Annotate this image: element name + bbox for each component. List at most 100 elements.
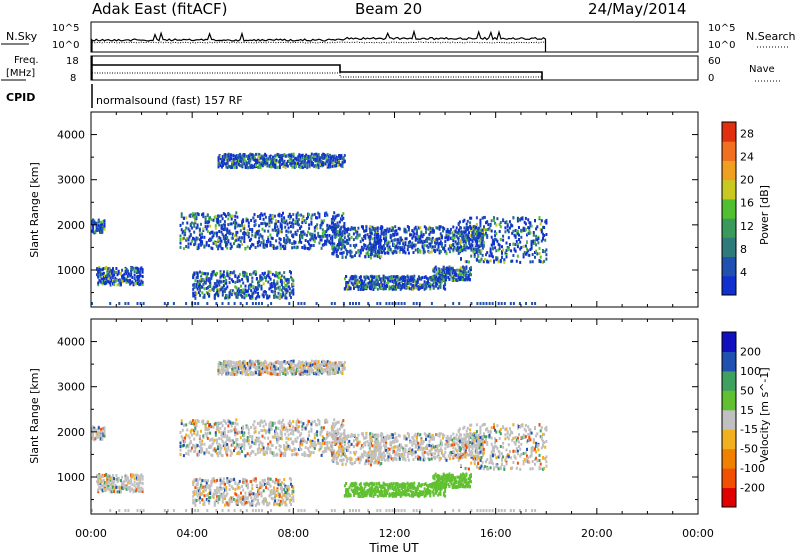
echo-cell [209, 278, 212, 282]
echo-cell [304, 453, 307, 457]
echo-cell [460, 267, 463, 271]
echo-cell [226, 154, 229, 158]
echo-cell [376, 235, 378, 239]
echo-cell [243, 431, 246, 435]
echo-cell [438, 249, 441, 253]
echo-cell [227, 217, 230, 221]
echo-cell [452, 243, 455, 246]
echo-cell [378, 245, 381, 249]
echo-cell [395, 229, 398, 233]
echo-cell [139, 474, 142, 478]
echo-cell [412, 277, 415, 281]
echo-cell [237, 275, 240, 278]
echo-cell [379, 285, 382, 289]
echo-cell [293, 245, 296, 249]
echo-cell [539, 260, 542, 264]
echo-cell [279, 247, 282, 250]
echo-cell [432, 286, 435, 290]
echo-cell [240, 290, 242, 294]
echo-cell [336, 428, 339, 432]
echo-cell [320, 238, 323, 242]
nsky-label: N.Sky [6, 30, 38, 43]
echo-cell [363, 275, 366, 279]
echo-cell [217, 165, 220, 169]
echo-cell [251, 153, 254, 157]
echo-cell [280, 157, 283, 161]
echo-cell [200, 242, 202, 246]
echo-cell [374, 246, 377, 250]
echo-cell [244, 284, 247, 288]
echo-cell [334, 215, 337, 219]
echo-cell [125, 477, 128, 480]
echo-cell [303, 439, 306, 443]
echo-cell [205, 450, 208, 454]
echo-cell [306, 163, 309, 167]
echo-cell [207, 292, 209, 296]
echo-cell [206, 229, 209, 233]
echo-cell [475, 223, 478, 226]
echo-cell [478, 236, 481, 239]
echo-cell [246, 231, 249, 235]
echo-cell [282, 427, 284, 431]
echo-cell [308, 213, 311, 216]
echo-cell [269, 447, 272, 451]
echo-cell [250, 273, 253, 277]
echo-cell [121, 279, 124, 283]
echo-cell [225, 447, 227, 451]
echo-cell [392, 281, 395, 285]
echo-cell [354, 245, 356, 249]
echo-cell [438, 225, 441, 229]
echo-cell [524, 216, 527, 220]
echo-cell [286, 159, 289, 163]
echo-cell [319, 430, 322, 434]
echo-cell [204, 281, 207, 285]
echo-cell [457, 277, 460, 281]
echo-cell [256, 230, 259, 234]
echo-cell [385, 231, 388, 235]
echo-cell [222, 444, 225, 448]
echo-cell [483, 228, 486, 232]
echo-cell [510, 249, 513, 253]
echo-cell [231, 236, 234, 240]
echo-cell [458, 232, 461, 236]
echo-cell [214, 433, 217, 437]
echo-cell [463, 231, 466, 235]
echo-cell [196, 276, 199, 279]
echo-cell [472, 235, 475, 239]
echo-cell [110, 278, 113, 282]
echo-cell [288, 424, 291, 428]
echo-cell [294, 161, 297, 165]
echo-cell [241, 223, 243, 227]
echo-cell [319, 433, 322, 437]
echo-cell [239, 436, 242, 440]
echo-cell [105, 265, 108, 269]
echo-cell [536, 238, 539, 242]
echo-cell [374, 251, 377, 255]
ground-scatter-cell [315, 302, 318, 305]
echo-cell [337, 225, 339, 229]
echo-cell [202, 502, 205, 506]
echo-cell [311, 443, 314, 447]
echo-cell [189, 420, 192, 424]
echo-cell [221, 424, 224, 428]
echo-cell [125, 280, 128, 284]
echo-cell [327, 239, 330, 243]
echo-cell [374, 234, 377, 238]
echo-cell [181, 237, 184, 241]
echo-cell [283, 160, 286, 163]
echo-cell [284, 288, 287, 292]
echo-cell [205, 274, 208, 278]
echo-cell [235, 437, 238, 441]
echo-cell [370, 228, 373, 232]
echo-cell [195, 424, 198, 428]
echo-cell [263, 161, 265, 165]
echo-cell [399, 238, 402, 242]
echo-cell [510, 223, 513, 227]
echo-cell [412, 283, 415, 287]
echo-cell [237, 162, 240, 166]
echo-cell [288, 293, 291, 297]
echo-cell [213, 447, 216, 451]
echo-cell [518, 218, 520, 222]
echo-cell [498, 247, 501, 251]
echo-cell [522, 245, 525, 248]
